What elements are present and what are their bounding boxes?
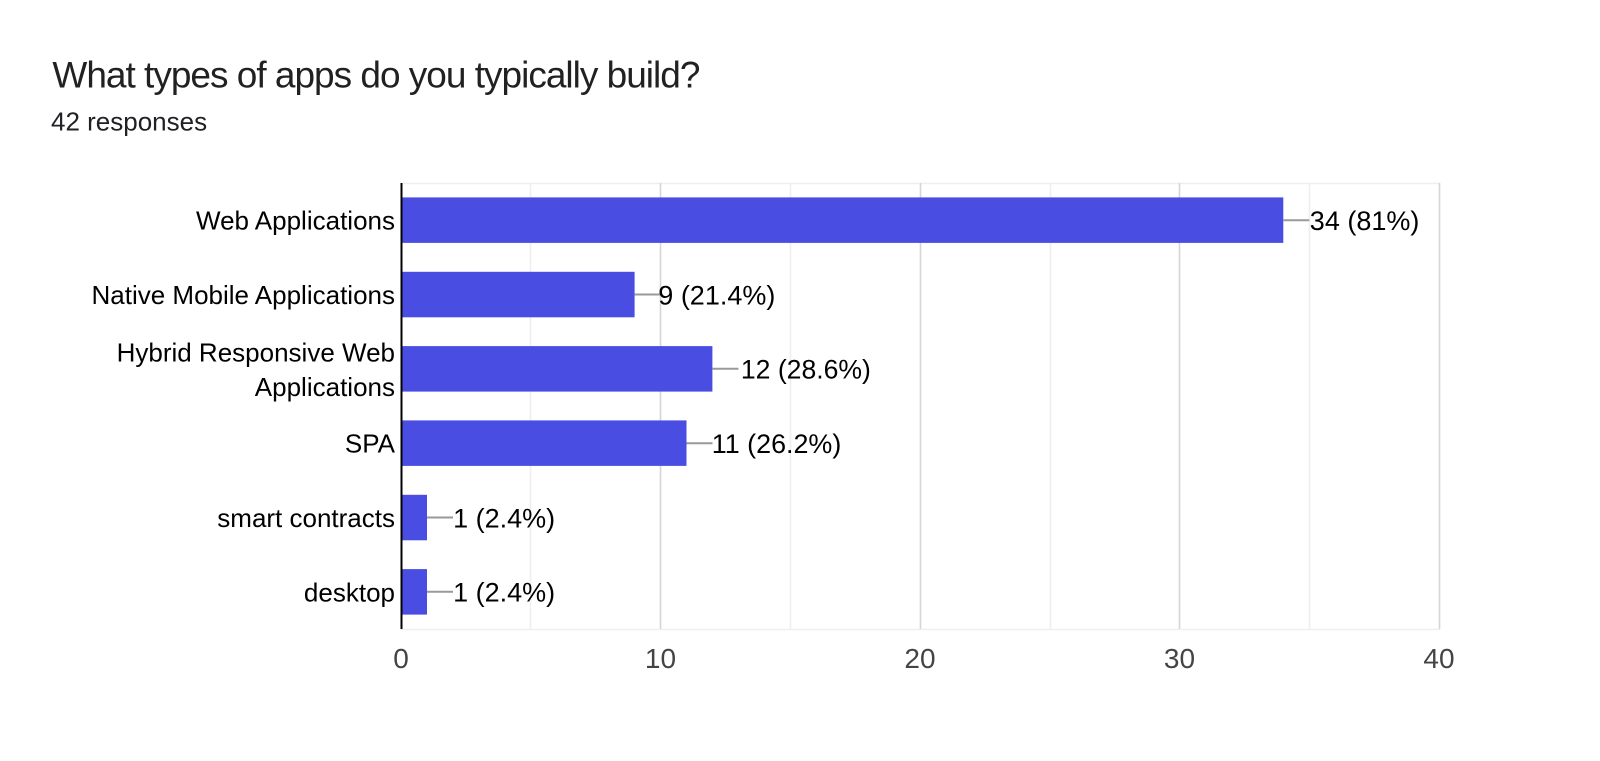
svg-text:9 (21.4%): 9 (21.4%) xyxy=(658,280,775,310)
svg-text:desktop: desktop xyxy=(304,577,395,607)
svg-text:1 (2.4%): 1 (2.4%) xyxy=(453,578,555,608)
svg-text:30: 30 xyxy=(1164,643,1195,674)
svg-text:Native Mobile Applications: Native Mobile Applications xyxy=(92,280,396,310)
svg-text:12 (28.6%): 12 (28.6%) xyxy=(741,355,871,385)
svg-text:What types of apps do you typi: What types of apps do you typically buil… xyxy=(52,55,700,96)
svg-text:34 (81%): 34 (81%) xyxy=(1310,206,1420,236)
svg-text:Hybrid Responsive Web: Hybrid Responsive Web xyxy=(117,337,395,367)
svg-text:40: 40 xyxy=(1423,643,1454,674)
svg-text:20: 20 xyxy=(904,643,935,674)
svg-text:Web Applications: Web Applications xyxy=(196,206,395,236)
svg-text:10: 10 xyxy=(645,643,676,674)
svg-text:SPA: SPA xyxy=(345,429,396,459)
svg-text:1 (2.4%): 1 (2.4%) xyxy=(453,503,555,533)
svg-text:Applications: Applications xyxy=(255,372,395,402)
svg-text:0: 0 xyxy=(393,643,409,674)
svg-text:42 responses: 42 responses xyxy=(51,106,207,136)
svg-text:11 (26.2%): 11 (26.2%) xyxy=(712,429,842,459)
svg-text:smart contracts: smart contracts xyxy=(217,503,395,533)
